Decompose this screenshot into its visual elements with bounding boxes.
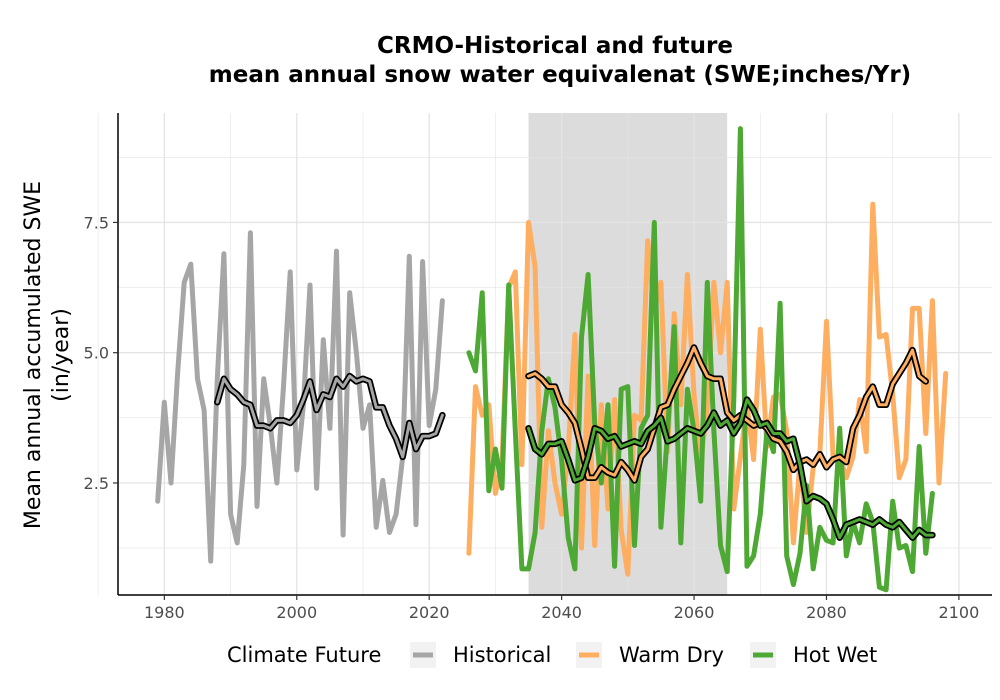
- x-tick-label: 2100: [939, 603, 980, 622]
- x-tick-label: 2020: [409, 603, 450, 622]
- x-tick-label: 2000: [276, 603, 317, 622]
- series-line-warm-dry: [466, 201, 949, 577]
- chart-title-line-1: CRMO-Historical and future: [377, 33, 733, 59]
- smoothed-line-historical: [215, 374, 444, 459]
- y-axis-label-line-2: (in/year): [49, 308, 74, 402]
- y-tick-label: 2.5: [84, 474, 109, 493]
- y-axis-label-line-1: Mean annual accumulated SWE: [21, 181, 46, 529]
- legend-title: Climate Future: [227, 643, 381, 667]
- x-tick-label: 1980: [144, 603, 185, 622]
- legend-label-hot-wet: Hot Wet: [793, 643, 877, 667]
- smoothed-line-warm-dry: [527, 346, 928, 482]
- raw-series-layer: [155, 126, 949, 593]
- x-tick-label: 2060: [674, 603, 715, 622]
- series-line-historical: [155, 230, 445, 564]
- chart-title-line-2: mean annual snow water equivalenat (SWE;…: [209, 62, 911, 88]
- legend-label-warm-dry: Warm Dry: [619, 643, 724, 667]
- series-line-hot-wet: [466, 126, 935, 593]
- x-tick-label: 2080: [806, 603, 847, 622]
- smoothed-series-layer: [214, 344, 936, 541]
- y-tick-label: 5.0: [84, 344, 109, 363]
- smoothed-line-hot-wet: [527, 398, 934, 540]
- legend-label-historical: Historical: [453, 643, 551, 667]
- legend: Climate Future Historical Warm Dry Hot Wet: [227, 642, 877, 668]
- y-axis-label: Mean annual accumulated SWE (in/year): [21, 181, 74, 529]
- x-tick-label: 2040: [541, 603, 582, 622]
- axes-layer: 1980 2000 2020 2040 2060 2080 2100 2.5 5.0 7.5: [84, 113, 992, 622]
- y-tick-label: 7.5: [84, 213, 109, 232]
